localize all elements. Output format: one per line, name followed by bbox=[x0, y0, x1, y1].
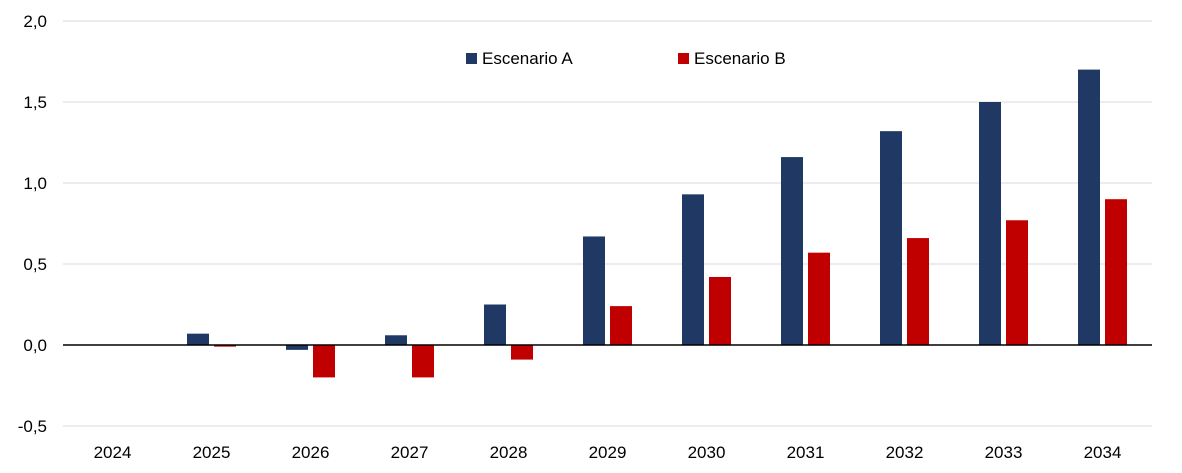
bar-escenario-b-2026 bbox=[313, 345, 335, 378]
gridlines bbox=[63, 20, 1152, 427]
bars bbox=[187, 69, 1127, 378]
bar-escenario-a-2030 bbox=[682, 194, 704, 345]
x-tick-label: 2028 bbox=[490, 443, 528, 462]
bar-escenario-b-2031 bbox=[808, 252, 830, 345]
bar-escenario-b-2027 bbox=[412, 345, 434, 378]
x-tick-label: 2034 bbox=[1084, 443, 1122, 462]
legend: Escenario A Escenario B bbox=[466, 49, 786, 68]
bar-escenario-a-2027 bbox=[385, 335, 407, 345]
bar-escenario-a-2031 bbox=[781, 157, 803, 345]
x-tick-label: 2027 bbox=[391, 443, 429, 462]
x-tick-label: 2026 bbox=[292, 443, 330, 462]
y-axis-tick-labels: 2,0 1,5 1,0 0,5 0,0 -0,5 bbox=[18, 12, 47, 436]
x-tick-label: 2025 bbox=[193, 443, 231, 462]
x-tick-label: 2029 bbox=[589, 443, 627, 462]
x-axis-tick-labels: 2024 2025 2026 2027 2028 2029 2030 2031 2032 2033… bbox=[94, 443, 1122, 462]
bar-escenario-a-2029 bbox=[583, 236, 605, 345]
y-tick-label: 2,0 bbox=[23, 12, 47, 31]
bar-escenario-b-2032 bbox=[907, 238, 929, 345]
x-tick-label: 2031 bbox=[787, 443, 825, 462]
bar-escenario-a-2033 bbox=[979, 102, 1001, 345]
x-tick-label: 2033 bbox=[985, 443, 1023, 462]
legend-label-escenario-a: Escenario A bbox=[482, 49, 573, 68]
y-tick-label: 1,0 bbox=[23, 174, 47, 193]
bar-escenario-a-2034 bbox=[1078, 69, 1100, 345]
bar-escenario-b-2025 bbox=[214, 345, 236, 347]
x-tick-label: 2030 bbox=[688, 443, 726, 462]
bar-escenario-b-2029 bbox=[610, 306, 632, 345]
bar-escenario-b-2034 bbox=[1105, 199, 1127, 345]
y-tick-label: 0,5 bbox=[23, 255, 47, 274]
legend-label-escenario-b: Escenario B bbox=[694, 49, 786, 68]
legend-swatch-escenario-b bbox=[678, 53, 689, 64]
y-tick-label: -0,5 bbox=[18, 417, 47, 436]
y-tick-label: 0,0 bbox=[23, 336, 47, 355]
x-tick-label: 2032 bbox=[886, 443, 924, 462]
bar-escenario-a-2025 bbox=[187, 333, 209, 345]
bar-escenario-a-2026 bbox=[286, 345, 308, 350]
legend-swatch-escenario-a bbox=[466, 53, 477, 64]
bar-escenario-b-2030 bbox=[709, 276, 731, 345]
bar-escenario-b-2033 bbox=[1006, 220, 1028, 345]
x-tick-label: 2024 bbox=[94, 443, 132, 462]
y-tick-label: 1,5 bbox=[23, 93, 47, 112]
bar-escenario-a-2032 bbox=[880, 131, 902, 345]
bar-escenario-a-2028 bbox=[484, 304, 506, 345]
bar-escenario-b-2028 bbox=[511, 345, 533, 360]
